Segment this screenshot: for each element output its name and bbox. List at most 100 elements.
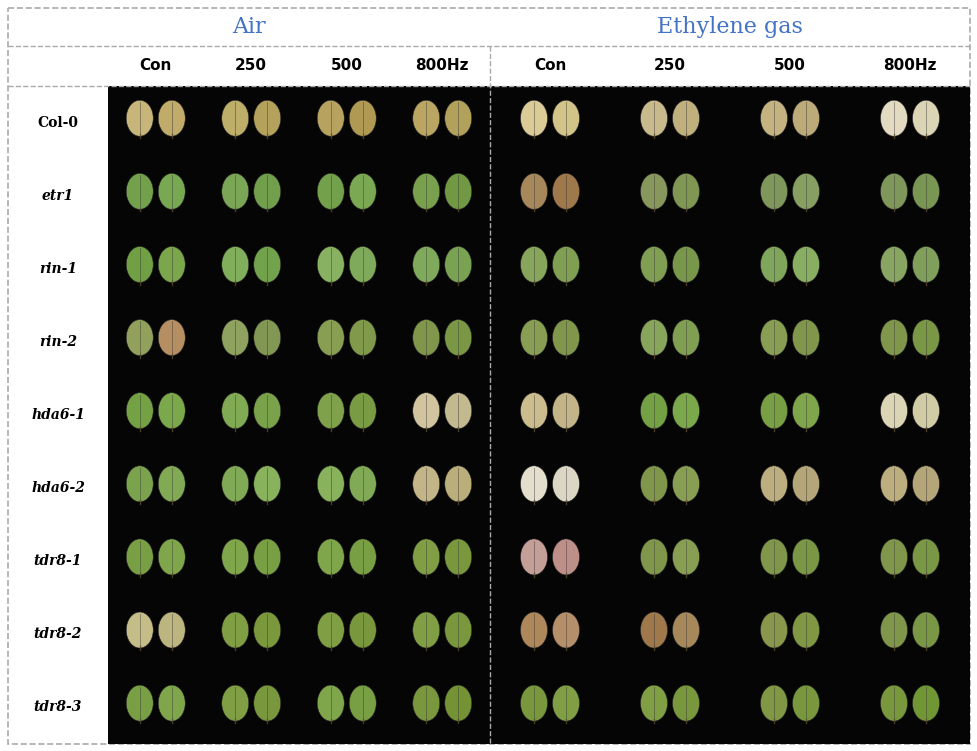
Ellipse shape <box>880 466 908 502</box>
Text: 250: 250 <box>654 59 686 74</box>
Ellipse shape <box>445 466 472 502</box>
Ellipse shape <box>412 320 440 355</box>
Ellipse shape <box>445 685 472 721</box>
Ellipse shape <box>318 685 344 721</box>
Ellipse shape <box>126 393 153 429</box>
Ellipse shape <box>880 173 908 210</box>
Text: rin-2: rin-2 <box>39 335 77 349</box>
Ellipse shape <box>880 101 908 136</box>
Ellipse shape <box>158 173 186 210</box>
Ellipse shape <box>553 246 579 282</box>
Ellipse shape <box>641 466 667 502</box>
Ellipse shape <box>412 393 440 429</box>
Text: Col-0: Col-0 <box>37 116 78 130</box>
Ellipse shape <box>158 320 186 355</box>
Ellipse shape <box>445 246 472 282</box>
Ellipse shape <box>318 539 344 575</box>
Text: tdr8-1: tdr8-1 <box>34 554 82 569</box>
Ellipse shape <box>792 612 820 648</box>
Ellipse shape <box>641 539 667 575</box>
Ellipse shape <box>412 173 440 210</box>
Ellipse shape <box>641 173 667 210</box>
Ellipse shape <box>254 393 280 429</box>
Ellipse shape <box>913 246 940 282</box>
Ellipse shape <box>158 539 186 575</box>
Ellipse shape <box>349 320 376 355</box>
Ellipse shape <box>126 612 153 648</box>
Ellipse shape <box>222 320 249 355</box>
Ellipse shape <box>641 393 667 429</box>
Ellipse shape <box>445 173 472 210</box>
Ellipse shape <box>158 393 186 429</box>
Ellipse shape <box>318 612 344 648</box>
Ellipse shape <box>222 466 249 502</box>
Ellipse shape <box>760 101 787 136</box>
Ellipse shape <box>913 101 940 136</box>
Ellipse shape <box>349 612 376 648</box>
Text: hda6-2: hda6-2 <box>31 481 85 495</box>
Ellipse shape <box>553 685 579 721</box>
Bar <box>490 86 970 744</box>
Ellipse shape <box>792 393 820 429</box>
Ellipse shape <box>445 393 472 429</box>
Ellipse shape <box>126 246 153 282</box>
Ellipse shape <box>445 539 472 575</box>
Ellipse shape <box>553 320 579 355</box>
Ellipse shape <box>913 685 940 721</box>
Ellipse shape <box>222 246 249 282</box>
Ellipse shape <box>672 101 700 136</box>
Ellipse shape <box>318 466 344 502</box>
Ellipse shape <box>254 685 280 721</box>
Ellipse shape <box>222 539 249 575</box>
Ellipse shape <box>126 173 153 210</box>
Ellipse shape <box>126 320 153 355</box>
Ellipse shape <box>672 320 700 355</box>
Ellipse shape <box>641 320 667 355</box>
Ellipse shape <box>349 685 376 721</box>
Ellipse shape <box>672 246 700 282</box>
Ellipse shape <box>254 246 280 282</box>
Ellipse shape <box>412 612 440 648</box>
Bar <box>108 86 490 744</box>
Text: 500: 500 <box>331 59 362 74</box>
Ellipse shape <box>672 612 700 648</box>
Ellipse shape <box>412 101 440 136</box>
Ellipse shape <box>913 173 940 210</box>
Ellipse shape <box>445 320 472 355</box>
Ellipse shape <box>521 393 547 429</box>
Ellipse shape <box>349 246 376 282</box>
Ellipse shape <box>318 101 344 136</box>
Ellipse shape <box>760 685 787 721</box>
Text: 800Hz: 800Hz <box>415 59 469 74</box>
Ellipse shape <box>792 101 820 136</box>
Ellipse shape <box>254 101 280 136</box>
Text: 250: 250 <box>235 59 268 74</box>
Ellipse shape <box>254 539 280 575</box>
Ellipse shape <box>553 393 579 429</box>
Ellipse shape <box>254 466 280 502</box>
Ellipse shape <box>126 101 153 136</box>
Text: Con: Con <box>533 59 567 74</box>
Ellipse shape <box>553 101 579 136</box>
Ellipse shape <box>158 101 186 136</box>
Ellipse shape <box>792 466 820 502</box>
Ellipse shape <box>553 539 579 575</box>
Ellipse shape <box>641 685 667 721</box>
Ellipse shape <box>641 612 667 648</box>
Ellipse shape <box>672 685 700 721</box>
Ellipse shape <box>880 685 908 721</box>
Ellipse shape <box>521 466 547 502</box>
Text: Ethylene gas: Ethylene gas <box>658 16 803 38</box>
Ellipse shape <box>913 466 940 502</box>
Ellipse shape <box>349 539 376 575</box>
Ellipse shape <box>672 173 700 210</box>
Ellipse shape <box>412 539 440 575</box>
Ellipse shape <box>760 466 787 502</box>
Ellipse shape <box>641 246 667 282</box>
Ellipse shape <box>318 173 344 210</box>
Ellipse shape <box>158 246 186 282</box>
Ellipse shape <box>760 539 787 575</box>
Ellipse shape <box>412 685 440 721</box>
Ellipse shape <box>641 101 667 136</box>
Ellipse shape <box>672 539 700 575</box>
